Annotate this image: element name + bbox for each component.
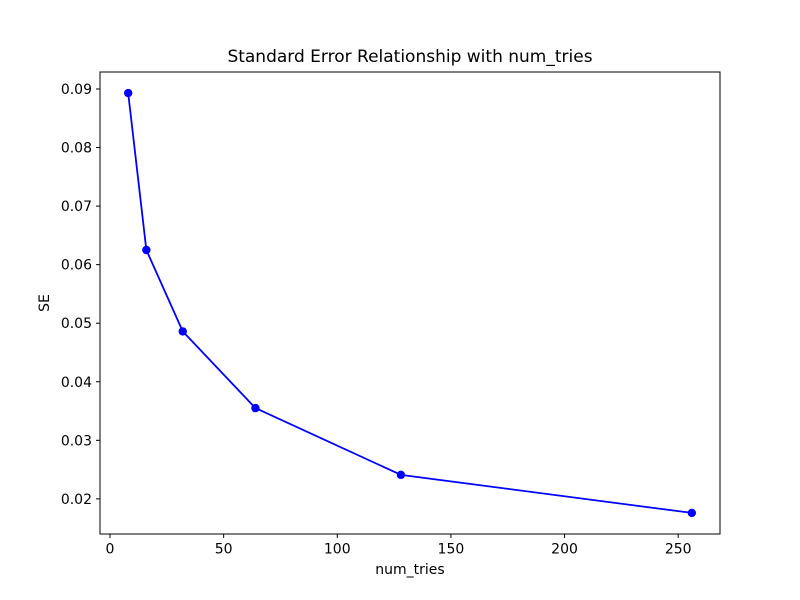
plot-area bbox=[99, 71, 721, 535]
data-point-marker bbox=[123, 88, 133, 98]
chart-title: Standard Error Relationship with num_tri… bbox=[227, 47, 592, 67]
y-tick-label: 0.08 bbox=[61, 141, 92, 157]
axis-ticks: 0 50 100 150 200 250 0.02 0.03 0.04 0.05 0.06 0.07 0… bbox=[61, 82, 692, 558]
x-tick-label: 50 bbox=[215, 542, 233, 558]
data-series bbox=[123, 88, 697, 518]
data-point-marker bbox=[687, 508, 697, 518]
y-tick-label: 0.07 bbox=[61, 199, 92, 215]
data-point-marker bbox=[251, 403, 260, 413]
x-tick-label: 150 bbox=[438, 542, 465, 558]
y-tick-label: 0.03 bbox=[61, 433, 92, 449]
x-tick-label: 200 bbox=[551, 542, 578, 558]
x-tick-label: 0 bbox=[106, 542, 115, 558]
y-tick-label: 0.06 bbox=[61, 258, 92, 274]
x-axis-label: num_tries bbox=[375, 562, 444, 578]
data-point-marker bbox=[178, 327, 187, 336]
y-tick-label: 0.09 bbox=[61, 82, 92, 98]
data-point-marker bbox=[142, 245, 151, 255]
data-point-marker bbox=[396, 470, 406, 480]
x-tick-label: 100 bbox=[324, 542, 351, 558]
y-axis-label: SE bbox=[37, 294, 53, 312]
y-tick-label: 0.04 bbox=[61, 375, 92, 391]
y-tick-label: 0.05 bbox=[61, 316, 92, 332]
y-tick-label: 0.02 bbox=[61, 492, 92, 508]
x-tick-label: 250 bbox=[665, 542, 692, 558]
se-line bbox=[127, 92, 693, 514]
